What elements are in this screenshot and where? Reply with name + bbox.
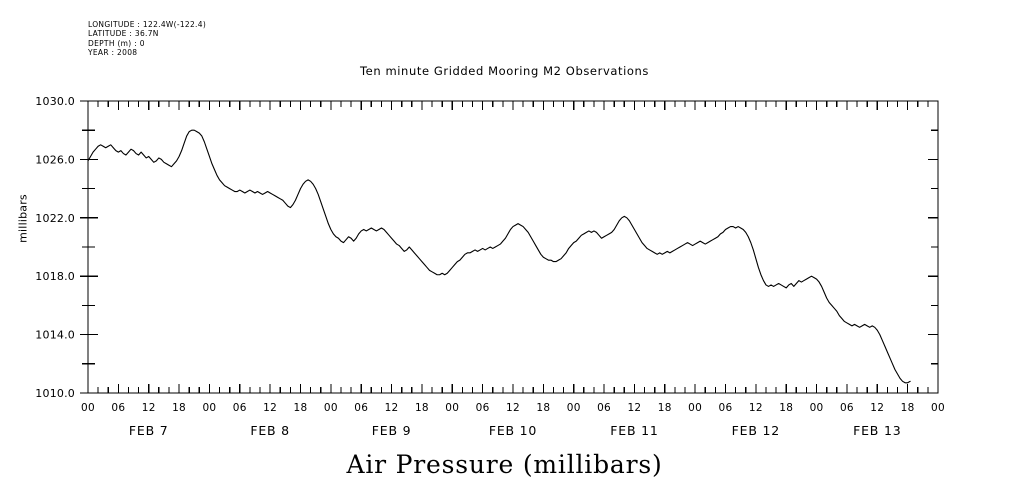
x-axis-title: Air Pressure (millibars) [346,450,663,479]
x-hour-tick-label: 12 [870,402,884,414]
x-hour-tick-label: 18 [172,402,186,414]
x-hour-tick-label: 06 [719,402,733,414]
x-hour-tick-label: 12 [385,402,399,414]
x-hour-tick-label: 06 [476,402,490,414]
x-day-label: FEB 8 [250,423,290,438]
x-hour-tick-label: 12 [506,402,520,414]
x-day-label: FEB 10 [489,423,537,438]
metadata-block: LONGITUDE : 122.4W(-122.4) LATITUDE : 36… [88,20,206,57]
x-hour-tick-label: 12 [627,402,641,414]
metadata-longitude: LONGITUDE : 122.4W(-122.4) [88,20,207,29]
y-tick-label: 1014.0 [35,329,75,342]
metadata-depth: DEPTH (m) : 0 [88,38,145,48]
metadata-latitude: LATITUDE : 36.7N [88,29,159,39]
x-hour-tick-label: 06 [111,402,125,414]
x-hour-tick-label: 00 [202,402,216,414]
x-hour-tick-label: 12 [749,402,763,414]
metadata-year: YEAR : 2008 [88,47,138,57]
y-tick-label: 1018.0 [35,270,75,283]
x-day-labels: FEB 7 FEB 8 FEB 9 FEB 10 FEB 11 FEB 12 FEB 13 [129,423,901,438]
y-tick-label: 1030.0 [35,95,75,108]
x-day-label: FEB 9 [372,423,412,438]
x-hour-tick-label: 06 [840,402,854,414]
x-hour-tick-label: 00 [445,402,459,414]
y-tick-label: 1026.0 [35,153,75,166]
x-hour-tick-label: 18 [415,402,429,414]
x-hour-tick-label: 06 [233,402,247,414]
x-hour-tick-label: 18 [294,402,308,414]
y-tick-label: 1022.0 [35,212,75,225]
pressure-series-line [87,129,911,384]
x-day-label: FEB 13 [853,423,901,438]
x-hour-tick-label: 00 [810,402,824,414]
x-hour-tick-label: 06 [597,402,611,414]
y-tick-label: 1010.0 [35,387,75,400]
ticks-group [80,100,939,394]
axes-group [87,100,939,394]
x-hour-tick-label: 00 [324,402,338,414]
x-hour-tick-label: 00 [567,402,581,414]
x-day-label: FEB 12 [732,423,780,438]
x-hour-tick-label: 00 [81,402,95,414]
x-hour-tick-label: 18 [779,402,793,414]
y-tick-labels: 1030.0 1026.0 1022.0 1018.0 1014.0 1010.0 [35,95,75,400]
x-hour-tick-label: 12 [263,402,277,414]
x-hour-tick-label: 18 [901,402,915,414]
x-hour-tick-label: 00 [931,402,945,414]
y-axis-label: millibars [16,194,30,243]
x-hour-tick-label: 12 [142,402,156,414]
x-hour-labels: 00 06 12 18 00 06 12 18 00 06 12 18 00 06 12 18 00 06 12 18… [81,402,945,414]
chart-title: Ten minute Gridded Mooring M2 Observatio… [359,64,650,78]
x-day-label: FEB 11 [610,423,658,438]
x-hour-tick-label: 00 [688,402,702,414]
x-hour-tick-label: 18 [658,402,672,414]
x-hour-tick-label: 18 [536,402,550,414]
x-hour-tick-label: 06 [354,402,368,414]
x-day-label: FEB 7 [129,423,169,438]
